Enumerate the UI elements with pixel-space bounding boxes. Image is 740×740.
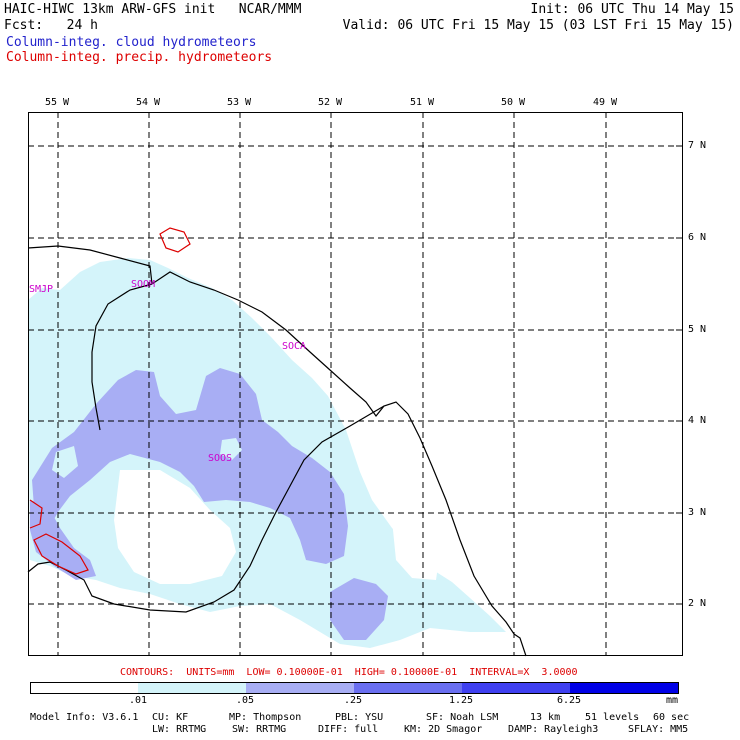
lon-label: 54 W bbox=[136, 97, 161, 108]
station-label: SMJP bbox=[29, 284, 54, 295]
colorbar-tick: 1.25 bbox=[449, 695, 474, 706]
lat-label: 2 N bbox=[688, 598, 707, 609]
lat-label: 4 N bbox=[688, 415, 707, 426]
station-label: SOOM bbox=[131, 279, 156, 290]
station-label: SOOS bbox=[208, 453, 233, 464]
lat-label: 3 N bbox=[688, 507, 707, 518]
model-sw: SW: RRTMG bbox=[232, 724, 287, 735]
station-label: SOCA bbox=[282, 341, 307, 352]
lon-label: 51 W bbox=[410, 97, 435, 108]
header-valid-time: Valid: 06 UTC Fri 15 May 15 (03 LST Fri … bbox=[342, 18, 734, 33]
header-init-time: Init: 06 UTC Thu 14 May 15 bbox=[530, 2, 735, 17]
legend-precip-hydrometeors: Column-integ. precip. hydrometeors bbox=[6, 50, 273, 65]
map-frame bbox=[28, 112, 683, 656]
header-forecast-hour: Fcst: 24 h bbox=[4, 18, 98, 33]
model-damp: DAMP: Rayleigh3 bbox=[508, 724, 599, 735]
model-mp: MP: Thompson bbox=[229, 712, 302, 723]
contour-info: CONTOURS: UNITS=mm LOW= 0.10000E-01 HIGH… bbox=[120, 667, 578, 678]
model-lw: LW: RRTMG bbox=[152, 724, 207, 735]
model-sf: SF: Noah LSM bbox=[426, 712, 499, 723]
model-km: KM: 2D Smagor bbox=[404, 724, 483, 735]
lon-label: 53 W bbox=[227, 97, 252, 108]
precip-contours bbox=[29, 227, 191, 575]
axis-ticks bbox=[57, 112, 682, 605]
lat-label: 5 N bbox=[688, 324, 707, 335]
colorbar-tick: .01 bbox=[129, 695, 148, 706]
model-cu: CU: KF bbox=[152, 712, 189, 723]
model-version: Model Info: V3.6.1 bbox=[30, 712, 139, 723]
colorbar-tick: 6.25 bbox=[557, 695, 582, 706]
lat-label: 6 N bbox=[688, 232, 707, 243]
colorbar-tick: .25 bbox=[344, 695, 363, 706]
model-sflay: SFLAY: MM5 bbox=[628, 724, 689, 735]
model-diff: DIFF: full bbox=[318, 724, 379, 735]
latlon-grid bbox=[28, 112, 682, 655]
model-timestep: 60 sec bbox=[653, 712, 690, 723]
model-levels: 51 levels bbox=[585, 712, 640, 723]
legend-cloud-hydrometeors: Column-integ. cloud hydrometeors bbox=[6, 35, 257, 50]
lon-label: 55 W bbox=[45, 97, 70, 108]
colorbar bbox=[30, 682, 679, 694]
lon-label: 49 W bbox=[593, 97, 618, 108]
lon-label: 52 W bbox=[318, 97, 343, 108]
model-resolution: 13 km bbox=[530, 712, 561, 723]
colorbar-tick: .05 bbox=[236, 695, 255, 706]
colorbar-units: mm bbox=[666, 695, 679, 706]
lat-label: 7 N bbox=[688, 140, 707, 151]
header-title: HAIC-HIWC 13km ARW-GFS init NCAR/MMM bbox=[4, 2, 302, 17]
model-pbl: PBL: YSU bbox=[335, 712, 384, 723]
lon-label: 50 W bbox=[501, 97, 526, 108]
